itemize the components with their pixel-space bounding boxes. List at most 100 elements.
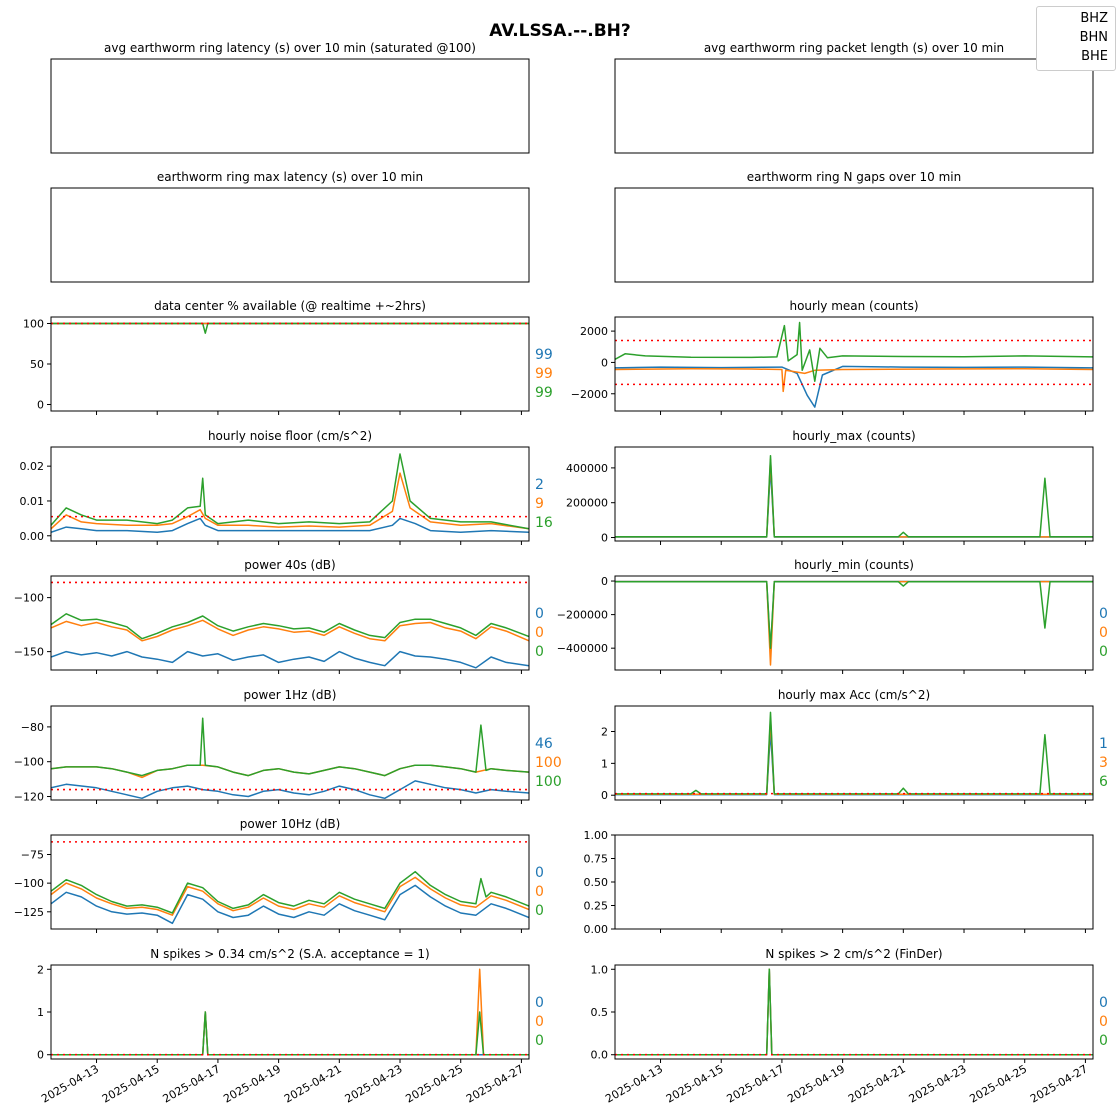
side-value-bhz: 1 — [1099, 736, 1108, 752]
side-value-bhn: 0 — [535, 884, 544, 900]
y-tick-label: 1 — [37, 1006, 44, 1019]
subplot-power-10hz: power 10Hz (dB) −125 −100 −75 0 0 0 — [14, 817, 544, 933]
y-tick-label: −2000 — [571, 388, 608, 401]
subplot-power-40s: power 40s (dB) −150 −100 0 0 0 — [14, 558, 544, 674]
y-tick-label: −80 — [21, 721, 44, 734]
subplot-noise-floor: hourly noise floor (cm/s^2) 0.00 0.01 0.02 2… — [20, 429, 553, 545]
y-tick-label: 0 — [37, 399, 44, 412]
side-value-bhe: 99 — [535, 385, 553, 401]
subplot-hourly-mean: hourly mean (counts) −2000 0 2000 — [571, 299, 1094, 415]
y-tick-label: −400000 — [557, 642, 608, 655]
series-line-bhz — [615, 730, 1093, 796]
side-value-bhz: 2 — [535, 477, 544, 493]
series-line-bhe — [615, 580, 1093, 649]
y-tick-label: 2000 — [580, 325, 608, 338]
series-line-bhz — [615, 467, 1093, 538]
plot-area — [51, 841, 529, 925]
x-tick-label: 2025-04-15 — [664, 1062, 726, 1105]
y-tick-label: −125 — [14, 906, 44, 919]
subplot-hourly-min: hourly_min (counts) −400000 −200000 0 0 0 0 — [557, 558, 1108, 674]
axes-frame — [50, 834, 530, 930]
x-tick-label: 2025-04-27 — [464, 1062, 526, 1105]
series-line-bhe — [51, 613, 529, 640]
subplot-packet-length: avg earthworm ring packet length (s) ove… — [614, 41, 1094, 154]
y-tick-label: 0 — [601, 356, 608, 369]
plot-area — [615, 580, 1093, 666]
subplot-title: hourly_min (counts) — [794, 558, 914, 572]
axes-frame — [50, 446, 530, 542]
series-line-bhn — [51, 876, 529, 916]
y-tick-label: 0.75 — [584, 853, 609, 866]
x-tick-label: 2025-04-13 — [39, 1062, 101, 1105]
x-tick-label: 2025-04-25 — [967, 1062, 1029, 1105]
subplot-max-acc: hourly max Acc (cm/s^2) 0 1 2 1 3 6 — [601, 688, 1108, 804]
plot-area — [615, 321, 1093, 408]
axes-frame — [50, 575, 530, 671]
subplot-title: hourly max Acc (cm/s^2) — [778, 688, 930, 702]
axes-frame — [614, 834, 1094, 930]
side-value-bhz: 0 — [535, 995, 544, 1011]
legend-entry-bhe: BHE — [1081, 49, 1108, 64]
plot-area — [51, 581, 529, 669]
x-tick-label: 2025-04-21 — [282, 1062, 344, 1105]
legend-entry-bhn: BHN — [1079, 30, 1108, 45]
x-tick-label: 2025-04-23 — [343, 1062, 405, 1105]
y-tick-label: −75 — [21, 848, 44, 861]
plot-area — [51, 322, 529, 334]
axes-frame — [50, 58, 530, 154]
y-tick-label: 50 — [30, 358, 44, 371]
side-value-bhe: 0 — [535, 903, 544, 919]
subplot-spikes-sa: N spikes > 0.34 cm/s^2 (S.A. acceptance … — [37, 947, 544, 1106]
side-value-bhz: 0 — [535, 606, 544, 622]
side-value-bhn: 100 — [535, 755, 562, 771]
y-tick-label: 0.5 — [591, 1006, 609, 1019]
y-tick-label: 0.0 — [591, 1049, 609, 1062]
side-value-bhe: 0 — [535, 1033, 544, 1049]
y-tick-label: −100 — [14, 756, 44, 769]
side-value-bhn: 99 — [535, 366, 553, 382]
series-line-bhz — [51, 517, 529, 534]
plot-area — [51, 717, 529, 800]
subplot-spikes-finder: N spikes > 2 cm/s^2 (FinDer) 0.0 0.5 1.0 0 0 0… — [591, 947, 1108, 1106]
axes-frame — [614, 187, 1094, 283]
series-line-bhn — [615, 968, 1093, 1056]
subplot-title: hourly_max (counts) — [792, 429, 915, 443]
x-tick-label: 2025-04-21 — [846, 1062, 908, 1105]
side-value-bhn: 0 — [1099, 1014, 1108, 1030]
plot-area — [615, 968, 1093, 1056]
side-value-bhe: 100 — [535, 774, 562, 790]
y-tick-label: −100 — [14, 592, 44, 605]
subplot-availability: data center % available (@ realtime +~2h… — [23, 299, 553, 415]
subplot-title: avg earthworm ring packet length (s) ove… — [704, 41, 1004, 55]
subplot-title: power 1Hz (dB) — [244, 688, 337, 702]
x-tick-label: 2025-04-25 — [403, 1062, 465, 1105]
subplot-latency-avg: avg earthworm ring latency (s) over 10 m… — [50, 41, 530, 154]
side-value-bhz: 0 — [535, 865, 544, 881]
side-value-bhz: 46 — [535, 736, 553, 752]
axes-frame — [50, 964, 530, 1060]
side-value-bhe: 0 — [1099, 644, 1108, 660]
plot-area — [51, 453, 529, 534]
y-tick-label: 0 — [37, 1049, 44, 1062]
side-value-bhz: 0 — [1099, 995, 1108, 1011]
series-line-bhe — [615, 321, 1093, 382]
y-tick-label: 1.0 — [591, 963, 609, 976]
series-line-bhn — [51, 619, 529, 642]
y-tick-label: 1 — [601, 757, 608, 770]
y-tick-label: 1.00 — [584, 829, 609, 842]
subplot-title: hourly mean (counts) — [789, 299, 918, 313]
side-value-bhe: 0 — [1099, 1033, 1108, 1049]
x-tick-label: 2025-04-23 — [907, 1062, 969, 1105]
subplot-power-1hz: power 1Hz (dB) −120 −100 −80 46 100 100 — [14, 688, 562, 804]
series-line-bhz — [51, 884, 529, 925]
series-line-bhz — [51, 780, 529, 800]
series-line-bhe — [51, 453, 529, 530]
subplot-hourly-max: hourly_max (counts) 0 200000 400000 — [566, 429, 1094, 545]
series-line-bhn — [615, 717, 1093, 796]
series-line-bhe — [615, 454, 1093, 538]
x-tick-label: 2025-04-19 — [785, 1062, 847, 1105]
series-line-bhz — [51, 650, 529, 669]
side-value-bhn: 9 — [535, 496, 544, 512]
side-value-bhe: 0 — [535, 644, 544, 660]
x-tick-label: 2025-04-17 — [725, 1062, 787, 1105]
